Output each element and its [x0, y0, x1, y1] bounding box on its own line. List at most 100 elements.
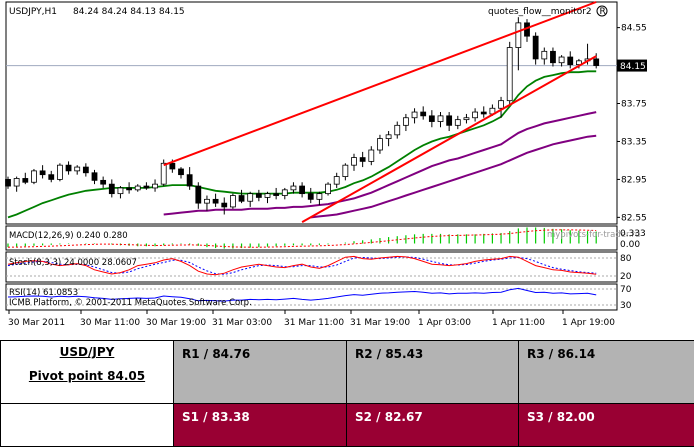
candle-body	[498, 100, 504, 109]
candle-body	[169, 162, 176, 170]
y-tick-label: 82.95	[621, 175, 647, 185]
candle-body	[446, 115, 453, 126]
price-chart: USDJPY,H1 84.24 84.24 84.13 84.15 quotes…	[5, 1, 647, 328]
candle-body	[576, 60, 582, 66]
candle-body	[567, 56, 574, 66]
stoch-tick-20: 20	[620, 272, 632, 282]
candle-body	[377, 138, 383, 151]
candle-body	[100, 179, 107, 185]
empty-cell	[0, 403, 174, 447]
ohlc-header: 84.24 84.24 84.13 84.15	[73, 7, 185, 17]
candle-body	[186, 174, 193, 187]
candle-body	[195, 185, 202, 204]
candle-body	[255, 193, 262, 198]
y-tick-label: 82.55	[621, 213, 647, 223]
x-tick-label: 30 Mar 11:00	[80, 318, 140, 328]
candle-body	[402, 117, 409, 126]
y-tick-label: 83.35	[621, 137, 647, 147]
candle-body	[82, 166, 89, 174]
pair-name: USD/JPY	[59, 345, 115, 359]
candle-body	[65, 164, 72, 172]
candle-body	[472, 111, 479, 119]
candle-body	[247, 193, 254, 202]
candle-body	[541, 50, 548, 60]
x-tick-label: 1 Apr 19:00	[562, 318, 615, 328]
stoch-label: Stoch(8,3,3) 24.0000 28.0607	[9, 258, 137, 268]
rsi-tick-30: 30	[620, 301, 632, 311]
candle-body	[428, 115, 435, 122]
candle-body	[593, 58, 600, 66]
candle-body	[74, 166, 81, 172]
x-tick-label: 31 Mar 03:00	[212, 318, 272, 328]
candle-body	[212, 198, 219, 204]
stoch-pane: Stoch(8,3,3) 24.0000 28.0607 80 20	[5, 251, 632, 283]
candle-body	[229, 195, 236, 208]
candle-body	[273, 193, 280, 196]
y-tick-label: 84.55	[621, 24, 647, 34]
s1-cell: S1 / 83.38	[173, 403, 347, 447]
candle-body	[454, 119, 461, 126]
x-tick-label: 1 Apr 11:00	[492, 318, 545, 328]
x-tick-label: 31 Mar 19:00	[350, 318, 410, 328]
candle-body	[238, 195, 245, 202]
macd-tick-top: 0.333	[620, 229, 646, 239]
candle-body	[281, 189, 288, 196]
candle-body	[264, 193, 271, 198]
macd-label: MACD(12,26,9) 0.240 0.280	[9, 231, 128, 241]
candle-body	[368, 149, 375, 162]
pivot-table: USD/JPY Pivot point 84.05 R1 / 84.76 R2 …	[0, 340, 694, 447]
candle-body	[463, 117, 470, 121]
current-price-label: 84.15	[620, 62, 646, 72]
candle-body	[394, 124, 401, 136]
r2-cell: R2 / 85.43	[346, 340, 519, 404]
r3-cell: R3 / 86.14	[518, 340, 694, 404]
candle-body	[333, 176, 340, 185]
candle-body	[178, 168, 184, 176]
trendline-lower	[301, 55, 597, 223]
candle-body	[316, 193, 323, 200]
rsi-label: RSI(14) 61.0853	[9, 288, 78, 298]
candle-body	[325, 183, 331, 195]
pivot-point: Pivot point 84.05	[28, 369, 146, 383]
candle-body	[515, 22, 522, 48]
candle-body	[558, 56, 565, 64]
stoch-main-line	[7, 255, 597, 276]
candle-body	[39, 170, 46, 176]
candle-body	[437, 115, 444, 122]
indicator-name: quotes_flow__monitor2	[488, 7, 592, 17]
candle-body	[31, 170, 37, 183]
candle-body	[221, 202, 228, 208]
candle-body	[22, 178, 29, 183]
macd-pane: MACD(12,26,9) 0.240 0.280 mypivots-for-t…	[5, 225, 646, 251]
candle-body	[5, 179, 11, 187]
settings-icon[interactable]: R	[596, 5, 608, 17]
candle-body	[290, 185, 297, 191]
current-price-tag: 84.15	[617, 59, 647, 72]
x-tick-label: 1 Apr 03:00	[418, 318, 471, 328]
ma-purple-fast	[163, 111, 597, 216]
watermark: mypivots-for-trader.ru	[547, 230, 640, 240]
r1-cell: R1 / 84.76	[173, 340, 347, 404]
main-pane: USDJPY,H1 84.24 84.24 84.13 84.15 quotes…	[5, 1, 647, 225]
s2-cell: S2 / 82.67	[346, 403, 519, 447]
candle-body	[117, 187, 124, 195]
candle-body	[126, 187, 132, 191]
candle-body	[134, 185, 141, 191]
rsi-line	[7, 287, 597, 302]
candle-body	[480, 111, 487, 115]
candle-body	[342, 164, 349, 177]
candle-body	[532, 35, 539, 60]
candle-body	[506, 47, 513, 102]
candle-body	[13, 178, 20, 187]
candle-body	[57, 164, 63, 180]
candle-body	[91, 172, 98, 181]
stoch-tick-80: 80	[620, 254, 632, 264]
candle-body	[48, 174, 55, 180]
trendline-upper	[163, 1, 597, 167]
pair-cell: USD/JPY Pivot point 84.05	[0, 340, 174, 404]
candle-body	[307, 193, 314, 200]
candle-body	[351, 157, 357, 166]
candle-body	[550, 50, 556, 64]
candle-body	[204, 198, 210, 204]
copyright-text: ICMB Platform, © 2001-2011 MetaQuotes So…	[9, 298, 252, 308]
